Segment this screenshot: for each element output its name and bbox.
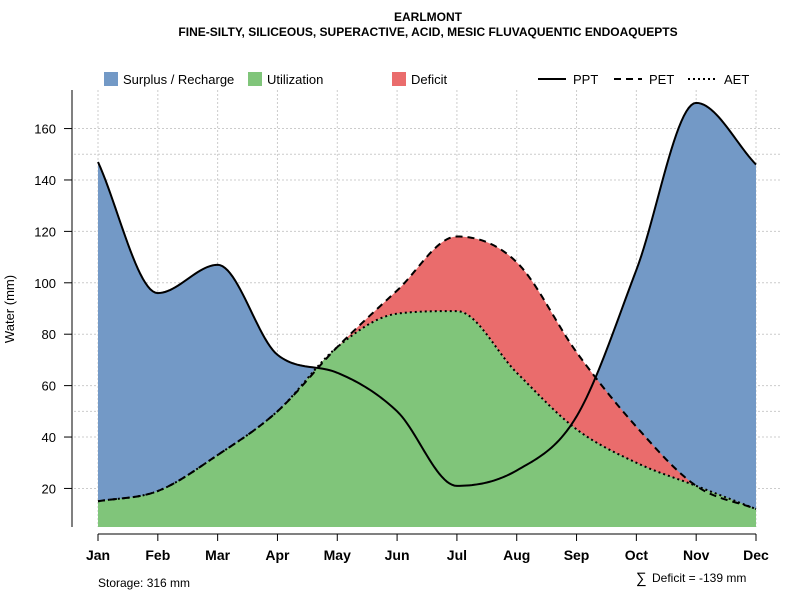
legend-swatch-utilization [248,72,262,86]
x-tick-label: Jan [86,547,110,563]
x-tick-label: Aug [503,547,530,563]
chart-title: EARLMONT [394,10,463,24]
utilization-area [98,311,756,527]
legend-swatch-deficit [392,72,406,86]
x-tick-label: Nov [683,547,710,563]
sum-symbol: ∑ [636,570,647,587]
pet-line [97,235,757,510]
x-tick-label: Jul [447,547,467,563]
legend-label-aet: AET [724,72,749,87]
series-lines [97,101,757,510]
axes: 20 40 60 80 100 120 140 160 Jan Feb Mar Apr May Jun Ju… [34,90,769,563]
y-tick-label: 20 [42,481,56,496]
x-tick-label: Apr [265,547,290,563]
y-axis-label: Water (mm) [2,275,17,343]
y-tick-label: 120 [34,224,56,239]
deficit-total-text: Deficit = -139 mm [652,571,746,585]
x-tick-label: Feb [145,547,170,563]
legend-label-deficit: Deficit [411,72,448,87]
x-tick-label: Mar [205,547,230,563]
legend-label-utilization: Utilization [267,72,323,87]
legend-swatch-surplus [104,72,118,86]
legend-label-surplus: Surplus / Recharge [123,72,234,87]
y-tick-label: 60 [42,379,56,394]
x-tick-label: Sep [564,547,590,563]
chart-subtitle: FINE-SILTY, SILICEOUS, SUPERACTIVE, ACID… [178,25,677,39]
area-layer [98,102,756,527]
y-tick-label: 140 [34,173,56,188]
y-tick-label: 80 [42,327,56,342]
legend-label-ppt: PPT [573,72,598,87]
y-tick-label: 100 [34,276,56,291]
x-tick-label: Oct [625,547,649,563]
legend: Surplus / Recharge Utilization Deficit P… [104,72,749,87]
x-tick-label: Jun [385,547,410,563]
x-tick-label: Dec [743,547,769,563]
ppt-line [97,101,757,487]
y-tick-label: 160 [34,122,56,137]
legend-label-pet: PET [649,72,674,87]
aet-line [97,310,757,510]
y-tick-label: 40 [42,430,56,445]
x-tick-label: May [324,547,351,563]
storage-text: Storage: 316 mm [98,576,190,590]
